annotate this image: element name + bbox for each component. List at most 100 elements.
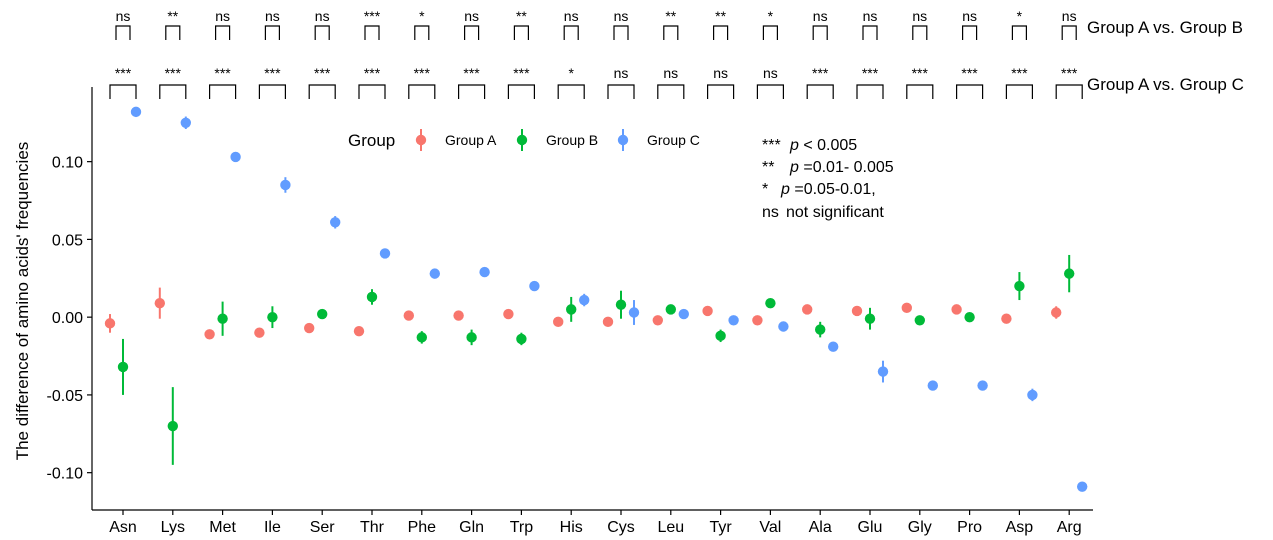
note-mark: ns <box>762 204 779 221</box>
y-tick-label: -0.10 <box>47 466 84 483</box>
note-text: =0.01- 0.005 <box>799 159 894 176</box>
bracket-met <box>209 84 237 99</box>
legend-label-group-a: Group A <box>445 132 497 148</box>
point-group-c-ala <box>828 341 839 352</box>
point-group-a-trp <box>503 308 514 320</box>
legend-key-point-group-b <box>516 134 528 146</box>
bracket-ser <box>314 25 330 40</box>
point-group-a-phe <box>403 310 414 321</box>
sig-mark-pro: ns <box>962 8 977 24</box>
sig-mark-tyr: ns <box>713 65 728 81</box>
point-group-b-ser <box>317 308 328 320</box>
sig-mark-lys: *** <box>165 65 182 81</box>
legend-title: Group <box>348 131 395 150</box>
bracket-glu <box>862 25 878 40</box>
point-group-c-his <box>579 294 590 306</box>
bracket-asp <box>1005 84 1033 99</box>
point-group-c-phe <box>429 268 440 279</box>
sig-mark-gln: ns <box>464 8 479 24</box>
bracket-ser <box>308 84 336 99</box>
bracket-pro <box>962 25 978 40</box>
point-group-a-cys <box>602 316 614 328</box>
significance-note: *** p < 0.005 ** p =0.01- 0.005 * p =0.05-0.0… <box>762 137 894 221</box>
bracket-asn <box>109 84 137 99</box>
note-mark: *** <box>762 137 781 154</box>
point-group-c-thr <box>379 248 391 259</box>
sig-mark-tyr: ** <box>715 8 726 24</box>
sig-mark-lys: ** <box>167 8 178 24</box>
x-tick-label-asp: Asp <box>1006 519 1034 536</box>
sig-mark-asn: ns <box>116 8 131 24</box>
data-marks <box>104 106 1088 492</box>
y-ticks: 0.10 0.05 0.00 -0.05 -0.10 <box>47 155 92 483</box>
sig-mark-ile: ns <box>265 8 280 24</box>
point-group-b-gly <box>914 315 925 326</box>
x-tick-label-tyr: Tyr <box>709 519 732 536</box>
note-line-4: ns not significant <box>762 204 884 221</box>
x-tick-label-phe: Phe <box>408 519 437 536</box>
point-group-c-asp <box>1027 389 1038 401</box>
x-tick-label-gln: Gln <box>459 519 484 536</box>
sig-mark-met: ns <box>215 8 230 24</box>
point-group-b-cys <box>615 299 627 310</box>
axes <box>91 87 1093 511</box>
bracket-thr <box>364 25 380 40</box>
point-group-c-ser <box>330 217 341 228</box>
sig-mark-val: * <box>768 8 774 24</box>
sig-mark-asp: *** <box>1011 65 1028 81</box>
note-p-symbol: p <box>780 181 790 198</box>
x-tick-label-ser: Ser <box>310 519 336 536</box>
bracket-cys <box>613 25 629 40</box>
point-group-b-ala <box>815 324 826 335</box>
sig-mark-ser: ns <box>315 8 330 24</box>
point-group-a-asn <box>104 318 116 329</box>
note-mark: * <box>762 181 768 198</box>
x-tick-label-gly: Gly <box>908 519 932 536</box>
point-group-b-asn <box>117 361 129 373</box>
y-tick-label: -0.05 <box>47 388 84 405</box>
point-group-b-ile <box>267 311 278 323</box>
point-group-c-ile <box>280 179 291 191</box>
point-group-b-tyr <box>715 330 726 342</box>
point-group-a-ile <box>254 327 265 338</box>
sig-mark-met: *** <box>214 65 231 81</box>
point-group-b-thr <box>366 291 378 303</box>
point-group-b-arg <box>1064 268 1075 279</box>
y-tick-label: 0.05 <box>52 232 83 249</box>
point-group-b-gln <box>466 332 477 343</box>
point-group-a-lys <box>154 297 165 309</box>
legend-key-point-group-a <box>415 134 427 146</box>
sig-mark-cys: ns <box>614 65 629 81</box>
bracket-val <box>762 25 778 40</box>
sig-mark-arg: *** <box>1061 65 1078 81</box>
bracket-gln <box>458 84 486 99</box>
sig-mark-val: ns <box>763 65 778 81</box>
bracket-gly <box>906 84 934 99</box>
legend: Group Group A Group B Group C <box>348 129 700 151</box>
bracket-arg <box>1055 84 1083 99</box>
point-group-c-val <box>778 321 789 332</box>
sig-mark-ala: ns <box>813 8 828 24</box>
bracket-ala <box>806 84 834 99</box>
bracket-his <box>557 84 585 99</box>
point-group-a-asp <box>1001 313 1012 324</box>
x-tick-label-his: His <box>560 519 583 536</box>
sig-mark-gln: *** <box>463 65 480 81</box>
x-tick-label-met: Met <box>209 519 236 536</box>
x-tick-label-pro: Pro <box>957 519 982 536</box>
bracket-pro <box>956 84 984 99</box>
sig-mark-gly: *** <box>912 65 929 81</box>
legend-label-group-b: Group B <box>546 132 598 148</box>
point-group-a-his <box>553 316 564 328</box>
point-group-c-glu <box>877 366 889 377</box>
note-line-1: *** p < 0.005 <box>762 137 857 154</box>
bracket-lys <box>165 25 181 40</box>
sig-mark-pro: *** <box>961 65 978 81</box>
note-text: =0.05-0.01, <box>790 181 876 198</box>
legend-key-point-group-c <box>617 134 629 146</box>
point-group-b-lys <box>167 420 178 432</box>
note-line-3: * p =0.05-0.01, <box>762 181 876 198</box>
sig-mark-asp: * <box>1017 8 1023 24</box>
point-group-c-met <box>230 151 241 163</box>
x-tick-label-thr: Thr <box>360 519 385 536</box>
